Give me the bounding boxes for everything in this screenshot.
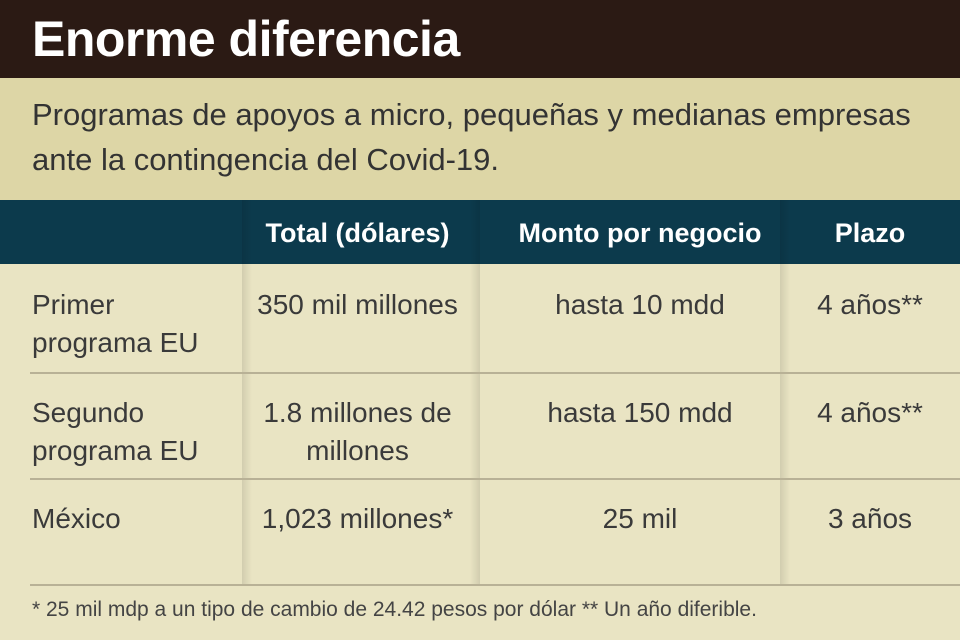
cell-programa: Segundo programa EU (32, 397, 199, 466)
cell-plazo: 3 años (827, 503, 913, 534)
header-monto: Monto por negocio (518, 218, 762, 248)
page-title: Enorme diferencia (32, 11, 460, 67)
cell-total: 1,023 millones* (261, 503, 454, 534)
header-plazo: Plazo (834, 218, 906, 248)
table-row: Segundo programa EU 1.8 millones de mill… (0, 374, 960, 481)
subtitle-band: Programas de apoyos a micro, pequeñas y … (0, 78, 960, 200)
subtitle-text: Programas de apoyos a micro, pequeñas y … (32, 97, 911, 177)
cell-monto: hasta 150 mdd (547, 397, 733, 428)
column-shadow-plazo (780, 200, 790, 585)
cell-monto: hasta 10 mdd (555, 289, 725, 320)
footnote-text: * 25 mil mdp a un tipo de cambio de 24.4… (32, 598, 757, 621)
cell-programa: México (32, 503, 121, 534)
cell-plazo: 4 años** (817, 289, 923, 320)
row-divider (30, 584, 960, 586)
footnote-band: * 25 mil mdp a un tipo de cambio de 24.4… (0, 587, 960, 640)
table-row: Primer programa EU 350 mil millones hast… (0, 266, 960, 373)
row-divider (30, 372, 960, 374)
cell-programa: Primer programa EU (32, 289, 199, 358)
column-shadow-left (242, 200, 252, 585)
cell-plazo: 4 años** (817, 397, 923, 428)
table-header-row: Total (dólares) Monto por negocio Plazo (0, 200, 960, 264)
cell-total: 350 mil millones (257, 289, 458, 320)
header-total: Total (dólares) (265, 218, 450, 248)
row-divider (30, 478, 960, 480)
cell-monto: 25 mil (602, 503, 678, 534)
column-shadow-right (470, 200, 480, 585)
cell-total: 1.8 millones de millones (263, 397, 452, 466)
table-row: México 1,023 millones* 25 mil 3 años (0, 480, 960, 587)
header-bar: Enorme diferencia (0, 0, 960, 78)
